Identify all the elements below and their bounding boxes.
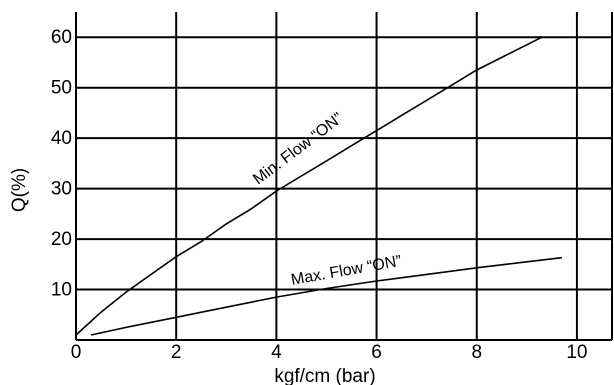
x-tick-label-0: 0 xyxy=(71,342,82,363)
y-tick-label-5: 60 xyxy=(51,27,72,48)
x-axis-label: kgf/cm (bar) xyxy=(274,366,375,385)
series-line-0 xyxy=(75,36,543,336)
grid xyxy=(75,12,613,341)
x-tick-label-4: 8 xyxy=(471,342,482,363)
x-tick-label-1: 2 xyxy=(171,342,182,363)
annotation-max-flow: Max. Flow “ON” xyxy=(290,253,403,289)
y-tick-label-4: 50 xyxy=(51,78,72,99)
series-line-1 xyxy=(90,256,562,336)
y-tick-label-1: 20 xyxy=(51,229,72,250)
plot-lines xyxy=(75,36,562,336)
annotation-min-flow: Min. Flow “ON” xyxy=(250,110,346,188)
x-tick-label-2: 4 xyxy=(271,342,282,363)
y-tick-label-3: 40 xyxy=(51,128,72,149)
y-axis-label: Q(%) xyxy=(9,168,30,212)
x-tick-label-3: 6 xyxy=(371,342,382,363)
x-tick-label-5: 10 xyxy=(566,342,587,363)
y-tick-label-0: 10 xyxy=(51,280,72,301)
y-tick-label-2: 30 xyxy=(51,179,72,200)
ticks: 0 2 4 6 8 10 10 20 30 40 50 60 xyxy=(51,27,588,363)
